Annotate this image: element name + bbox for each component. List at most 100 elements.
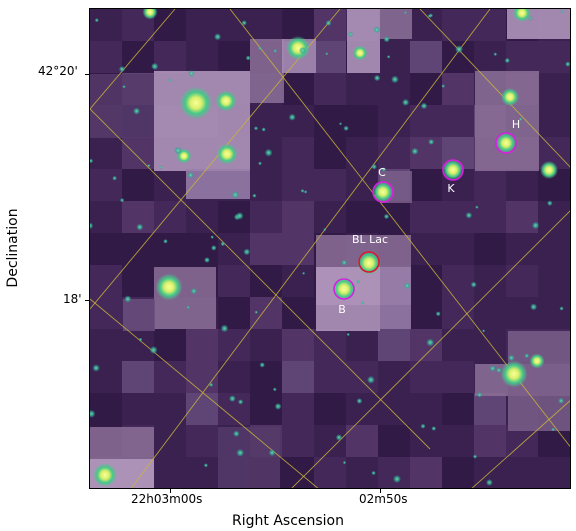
faint-star — [559, 306, 564, 311]
background-tile — [474, 201, 506, 233]
background-tile — [410, 9, 442, 41]
faint-star — [472, 454, 478, 459]
background-tile — [154, 41, 186, 73]
background-tile — [346, 105, 378, 137]
faint-star — [486, 479, 493, 486]
faint-star — [220, 241, 226, 247]
background-tile — [474, 9, 506, 41]
faint-star — [431, 426, 437, 431]
x-axis-label: Right Ascension — [232, 513, 344, 529]
faint-star — [136, 223, 144, 231]
background-tile — [90, 9, 122, 41]
faint-star — [371, 470, 376, 476]
background-tile — [154, 201, 186, 233]
background-tile — [474, 425, 506, 457]
background-tile — [314, 393, 346, 425]
background-tile — [122, 361, 154, 393]
faint-star — [264, 148, 273, 157]
faint-star — [261, 127, 266, 132]
faint-star — [371, 163, 377, 170]
background-tile — [314, 457, 346, 488]
bright-region — [380, 9, 412, 39]
background-tile — [314, 41, 346, 73]
faint-star — [426, 338, 435, 347]
background-tile — [122, 265, 154, 297]
background-tile — [442, 105, 474, 137]
faint-star — [187, 171, 194, 179]
faint-star — [133, 107, 141, 115]
faint-star — [299, 46, 307, 55]
background-tile — [410, 41, 442, 73]
background-tile — [410, 169, 442, 201]
faint-star — [235, 212, 244, 220]
background-tile — [282, 361, 314, 393]
faint-star — [343, 125, 349, 131]
background-tile — [570, 361, 571, 393]
faint-star — [258, 46, 262, 51]
background-tile — [570, 137, 571, 169]
faint-star — [383, 213, 390, 220]
background-tile — [474, 393, 506, 425]
background-tile — [538, 201, 570, 233]
background-tile — [154, 457, 186, 488]
faint-star — [163, 239, 168, 244]
faint-star — [231, 191, 240, 199]
background-tile — [154, 361, 186, 393]
x-tick-mark — [380, 489, 381, 493]
star — [93, 463, 117, 487]
background-tile — [250, 361, 282, 393]
background-tile — [90, 233, 122, 265]
background-tile — [90, 137, 122, 169]
faint-star — [159, 165, 163, 170]
background-tile — [442, 457, 474, 488]
background-tile — [506, 457, 538, 488]
star — [179, 86, 213, 120]
star — [352, 45, 368, 61]
background-tile — [314, 137, 346, 169]
background-tile — [442, 9, 474, 41]
faint-star — [258, 161, 262, 166]
source-label-b: B — [338, 303, 346, 316]
faint-star — [524, 353, 530, 359]
faint-star — [151, 62, 159, 70]
background-tile — [122, 41, 154, 73]
source-ring-bl-lac — [358, 251, 380, 273]
background-tile — [346, 73, 378, 105]
background-tile — [442, 361, 474, 393]
grid-line — [130, 9, 491, 488]
faint-star — [518, 117, 523, 122]
background-tile — [570, 393, 571, 425]
faint-star — [342, 460, 347, 465]
faint-star — [325, 52, 329, 56]
background-tile — [122, 169, 154, 201]
background-tile — [474, 265, 506, 297]
background-tile — [218, 41, 250, 73]
background-tile — [346, 137, 378, 169]
faint-star — [237, 399, 244, 405]
faint-star — [565, 61, 570, 67]
faint-star — [124, 295, 132, 303]
faint-star — [373, 26, 381, 34]
background-tile — [442, 73, 474, 105]
faint-star — [493, 52, 498, 56]
faint-star — [325, 20, 332, 26]
faint-star — [489, 365, 496, 372]
faint-star — [386, 55, 391, 59]
background-tile — [186, 201, 218, 233]
y-tick-mark — [85, 300, 89, 301]
faint-star — [188, 70, 195, 77]
background-tile — [570, 457, 571, 489]
coordinate-grid — [90, 9, 570, 488]
faint-star — [420, 102, 428, 110]
faint-star — [94, 18, 99, 23]
background-tile — [570, 265, 571, 297]
faint-star — [174, 146, 183, 155]
background-tile — [218, 265, 250, 297]
faint-star — [323, 228, 327, 232]
faint-star — [209, 382, 214, 387]
faint-star — [220, 324, 229, 333]
star — [332, 277, 356, 301]
faint-star — [90, 158, 94, 164]
background-tile — [282, 329, 314, 361]
background-tile — [90, 201, 122, 233]
